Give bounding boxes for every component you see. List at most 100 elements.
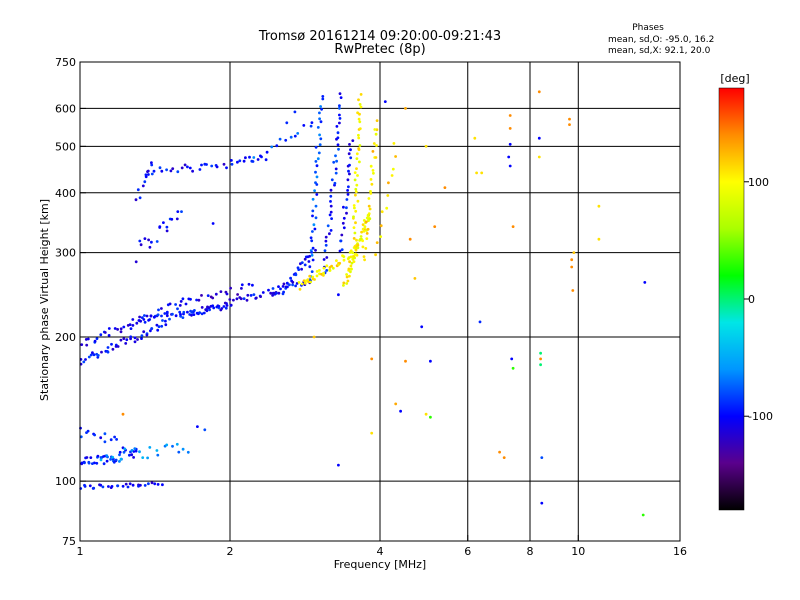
echo-point	[386, 194, 390, 197]
echo-point	[91, 462, 94, 465]
echo-point	[475, 171, 478, 175]
echo-point	[152, 169, 156, 173]
echo-point	[353, 206, 356, 210]
echo-point	[91, 351, 94, 355]
echo-point	[264, 158, 268, 162]
echo-point	[96, 454, 100, 458]
echo-point	[87, 461, 91, 465]
echo-point	[357, 133, 360, 137]
echo-point	[93, 339, 97, 343]
echo-point	[150, 172, 154, 176]
echo-point	[370, 431, 374, 435]
echo-point	[228, 298, 232, 301]
echo-point	[99, 458, 103, 462]
echo-point	[127, 453, 131, 457]
echo-point	[342, 258, 346, 262]
colorbar-tick-label: 0	[748, 293, 755, 306]
echo-point	[359, 105, 363, 109]
echo-point	[342, 216, 346, 220]
echo-point	[297, 281, 301, 284]
echo-point	[225, 166, 228, 170]
echo-point	[236, 160, 239, 164]
echo-point	[404, 359, 407, 363]
echo-point	[367, 204, 371, 208]
echo-point	[363, 225, 367, 229]
echo-point	[337, 147, 340, 151]
echo-point	[165, 443, 169, 447]
echo-point	[303, 257, 307, 261]
echo-point	[420, 325, 424, 329]
echo-point	[508, 114, 512, 117]
echo-point	[352, 204, 356, 207]
echo-point	[128, 323, 132, 326]
echo-point	[354, 190, 358, 194]
echo-point	[179, 300, 183, 303]
echo-point	[360, 230, 363, 234]
echo-point	[198, 168, 202, 171]
echo-point	[335, 259, 338, 262]
echo-point	[568, 123, 571, 126]
echo-point	[351, 251, 355, 255]
echo-point	[540, 456, 544, 459]
echo-point	[358, 238, 362, 241]
echo-point	[340, 248, 344, 252]
echo-point	[539, 363, 542, 367]
echo-point	[160, 314, 163, 318]
echo-point	[269, 291, 273, 295]
echo-point	[322, 258, 326, 261]
echo-point	[349, 264, 353, 268]
echo-point	[205, 163, 208, 166]
chart-subtitle: RwPretec (8p)	[334, 42, 425, 57]
echo-point	[353, 171, 357, 175]
echo-point	[357, 147, 361, 150]
echo-point	[195, 298, 199, 302]
echo-point	[149, 314, 153, 318]
echo-point	[443, 186, 447, 190]
echo-point	[150, 240, 153, 244]
echo-point	[87, 355, 91, 359]
echo-point	[338, 261, 342, 265]
echo-point	[186, 450, 190, 454]
echo-point	[165, 314, 169, 318]
echo-point	[171, 312, 174, 316]
echo-point	[347, 267, 351, 271]
echo-point	[333, 181, 337, 185]
echo-point	[345, 282, 349, 285]
echo-point	[365, 237, 369, 241]
echo-point	[190, 311, 194, 314]
echo-point	[314, 181, 317, 185]
y-tick-label: 750	[55, 56, 76, 69]
echo-point	[375, 128, 379, 132]
echo-point	[281, 285, 285, 288]
echo-point	[355, 183, 359, 187]
echo-point	[103, 432, 107, 436]
x-tick-label: 1	[77, 545, 84, 558]
echo-point	[345, 273, 348, 276]
echo-point	[597, 237, 601, 241]
echo-point	[353, 253, 357, 256]
echo-point	[366, 213, 370, 217]
echo-point	[375, 144, 378, 147]
echo-point	[349, 156, 353, 160]
echo-point	[335, 159, 338, 163]
echo-point	[342, 205, 345, 209]
echo-point	[330, 178, 334, 182]
echo-point	[95, 461, 99, 465]
echo-point	[119, 330, 123, 334]
echo-point	[202, 311, 206, 315]
echo-point	[332, 160, 336, 164]
echo-point	[134, 449, 138, 453]
echo-point	[198, 311, 202, 314]
echo-point	[86, 337, 90, 341]
x-tick-label: 16	[673, 545, 687, 558]
echo-point	[214, 292, 218, 296]
echo-point	[291, 283, 294, 287]
echo-point	[334, 171, 338, 175]
echo-point	[182, 310, 186, 314]
echo-point	[537, 90, 541, 94]
echo-point	[347, 152, 351, 156]
echo-point	[511, 225, 515, 229]
echo-point	[89, 456, 93, 459]
echo-point	[171, 167, 175, 171]
echo-point	[354, 209, 358, 213]
